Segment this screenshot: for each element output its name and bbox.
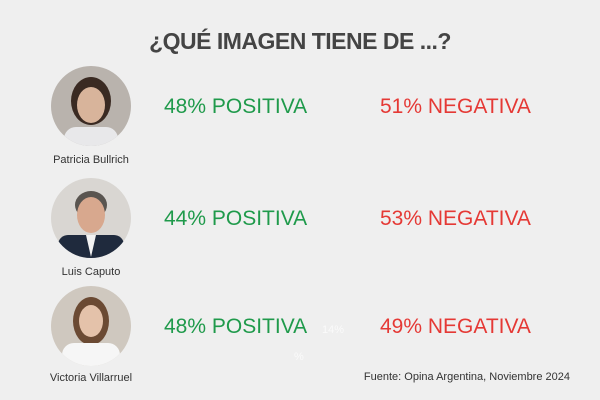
positive: 44% POSITIVA (164, 207, 308, 230)
positive: 48% POSITIVA (164, 315, 308, 338)
negative: 51% NEGATIVA (380, 95, 531, 118)
ghost-text: 14% (322, 324, 345, 336)
avatar (51, 66, 131, 146)
avatar (51, 286, 131, 366)
positive: 48% POSITIVA (164, 95, 308, 118)
person-name: Victoria Villarruel (49, 372, 133, 384)
negative: 53% NEGATIVA (380, 207, 531, 230)
person-name: Patricia Bullrich (53, 154, 129, 166)
ghost-text: % (294, 351, 304, 363)
title: ¿QUÉ IMAGEN TIENE DE ...? (149, 28, 451, 54)
source: Fuente: Opina Argentina, Noviembre 2024 (363, 371, 570, 383)
negative: 49% NEGATIVA (380, 315, 531, 338)
person-name: Luis Caputo (61, 266, 121, 278)
avatar (51, 178, 131, 258)
